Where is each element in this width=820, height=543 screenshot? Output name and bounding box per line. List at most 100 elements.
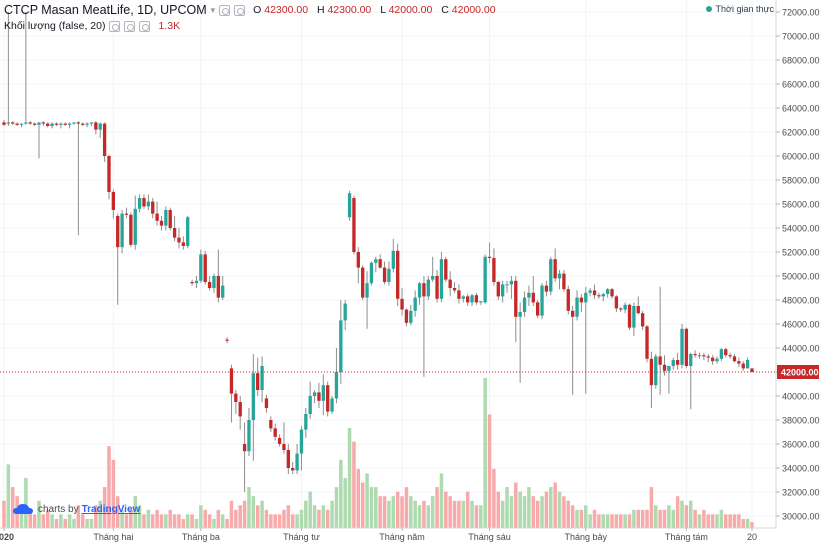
volume-bars <box>2 378 754 528</box>
candle-body <box>378 259 382 268</box>
volume-value: 1.3K <box>158 20 181 32</box>
candle <box>308 381 312 419</box>
candle-body <box>597 295 601 297</box>
volume-bar <box>10 487 15 528</box>
tradingview-link[interactable]: TradingView <box>81 503 141 515</box>
candle <box>76 121 81 236</box>
candle-body <box>549 259 553 292</box>
candle <box>619 307 623 312</box>
volume-legend: Khối lượng (false, 20) 1.3K <box>4 20 180 32</box>
volume-bar <box>527 487 531 528</box>
volume-bar <box>426 505 431 528</box>
volume-bar <box>461 500 466 528</box>
volume-bar <box>662 509 667 528</box>
candle <box>299 426 304 471</box>
volume-bar <box>632 509 636 528</box>
candle-body <box>168 210 172 228</box>
candle <box>444 256 448 282</box>
volume-bar <box>339 459 343 528</box>
candle-body <box>645 326 649 359</box>
candle <box>365 271 369 329</box>
volume-bar <box>619 514 623 528</box>
candle <box>317 382 321 408</box>
volume-bar <box>32 514 37 528</box>
volume-bar <box>120 509 124 528</box>
candle <box>575 290 579 321</box>
candle-body <box>146 201 151 207</box>
candle <box>256 357 260 396</box>
candle-body <box>225 339 229 341</box>
candle <box>277 434 282 447</box>
volume-bar <box>41 514 46 528</box>
candle-body <box>619 308 623 310</box>
volume-bar <box>671 509 676 528</box>
price-tick-label: 60000.00 <box>782 152 820 162</box>
volume-bar <box>290 514 295 528</box>
candle <box>636 296 640 315</box>
volume-bar <box>601 514 606 528</box>
candle-body <box>496 282 500 297</box>
ohlc-open-value: 42300.00 <box>264 4 309 16</box>
volume-bar <box>470 500 474 528</box>
candle-body <box>448 279 452 288</box>
candle-body <box>19 123 24 125</box>
volume-close-icon[interactable] <box>139 20 151 32</box>
candle <box>697 352 702 359</box>
candle <box>312 390 317 404</box>
price-tick-label: 48000.00 <box>782 296 820 306</box>
volume-bar <box>251 496 256 528</box>
candle <box>584 286 588 394</box>
candle-body <box>426 279 430 297</box>
candle-body <box>41 122 46 124</box>
candle-body <box>680 328 684 365</box>
volume-bar <box>220 514 225 528</box>
candle-body <box>671 360 675 366</box>
volume-bar <box>164 514 168 528</box>
candle <box>492 248 496 286</box>
volume-bar <box>417 505 422 528</box>
volume-bar <box>277 514 282 528</box>
realtime-label: Thời gian thực <box>715 4 774 14</box>
candle-body <box>492 258 496 282</box>
volume-bar <box>382 496 387 528</box>
volume-bar <box>142 514 146 528</box>
candle-body <box>562 273 566 290</box>
candle <box>562 270 566 292</box>
settings-icon[interactable] <box>234 4 246 16</box>
hide-volume-icon[interactable] <box>109 20 121 32</box>
volume-bar <box>588 514 592 528</box>
candle <box>291 462 295 474</box>
volume-bar <box>496 491 501 528</box>
candle-body <box>706 356 710 358</box>
candle-body <box>361 267 365 298</box>
volume-bar <box>80 514 85 528</box>
volume-bar <box>614 514 619 528</box>
volume-bar <box>465 491 470 528</box>
volume-settings-icon[interactable] <box>124 20 136 32</box>
candle <box>343 300 347 330</box>
chevron-down-icon[interactable]: ▾ <box>210 4 216 15</box>
candle <box>645 325 649 363</box>
time-tick-label: Tháng hai <box>93 532 133 542</box>
candle-body <box>277 438 282 444</box>
volume-bar <box>255 505 260 528</box>
volume-bar <box>479 505 483 528</box>
candle-body <box>339 320 343 372</box>
candle-body <box>207 282 212 288</box>
candle <box>741 361 745 371</box>
candle-body <box>417 283 422 298</box>
volume-bar <box>115 496 120 528</box>
candle <box>439 252 444 303</box>
hide-series-icon[interactable] <box>219 4 231 16</box>
candle <box>728 352 732 359</box>
candle <box>553 248 557 282</box>
candle <box>614 295 619 312</box>
candle-body <box>369 262 374 284</box>
candle <box>107 154 111 200</box>
candle <box>133 195 137 250</box>
volume-bar <box>715 514 719 528</box>
candle-body <box>151 201 155 214</box>
candle <box>487 242 492 263</box>
candle-body <box>479 301 483 303</box>
